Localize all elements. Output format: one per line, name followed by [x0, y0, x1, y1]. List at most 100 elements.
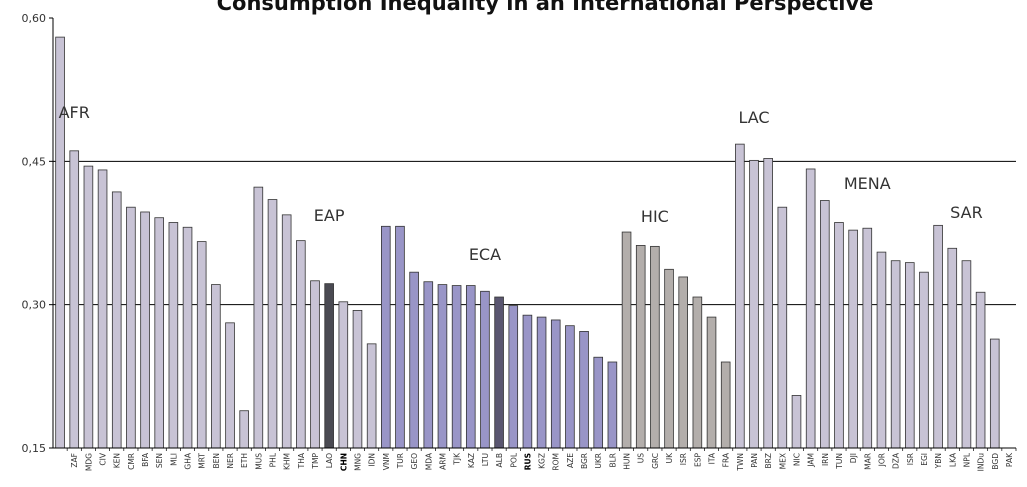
x-tick-label: MRT — [198, 453, 207, 469]
x-tick-label: MEX — [778, 453, 787, 469]
bar-GHA — [182, 226, 193, 449]
bar-NIC — [791, 395, 802, 449]
bar-FRA — [720, 361, 731, 449]
x-tick-label: INDu — [977, 453, 986, 472]
bar-ALB — [494, 296, 504, 449]
bar-TUR — [395, 225, 405, 449]
x-tick-label: FRA — [722, 452, 731, 467]
bar-PHL — [267, 199, 278, 449]
bar-TWN — [735, 143, 745, 449]
bar-VNM — [381, 225, 391, 449]
bar-GRC — [650, 245, 660, 449]
region-label-eca: ECA — [469, 245, 501, 264]
region-label-sar: SAR — [950, 203, 983, 222]
bar-CIV — [97, 169, 108, 449]
x-tick-label: MDA — [424, 452, 433, 470]
bar-IRN — [820, 200, 830, 449]
region-label-eap: EAP — [314, 206, 345, 225]
bar-ESP — [692, 296, 703, 449]
bar-MNG — [352, 309, 363, 449]
x-tick-label: TMP — [311, 453, 320, 470]
region-label-mena: MENA — [844, 174, 891, 193]
bar-MEX — [777, 206, 788, 449]
bar-ITA — [706, 316, 717, 449]
x-tick-label: ALB — [495, 453, 504, 467]
x-tick-label: BGR — [580, 453, 589, 469]
x-tick-label: HUN — [623, 453, 632, 470]
bar-DZA — [890, 260, 901, 449]
x-tick-label: NPL — [962, 452, 971, 467]
x-tick-label: CMR — [127, 453, 136, 470]
x-tick-label: ROM — [552, 453, 561, 471]
x-tick-label: NIC — [792, 453, 801, 466]
bar-MDG — [83, 165, 94, 449]
bar-AZE — [565, 325, 575, 449]
bar-NER — [225, 322, 235, 449]
x-tick-label: IRN — [821, 453, 830, 466]
x-tick-label: BLR — [608, 453, 617, 468]
bar-IDN — [366, 343, 377, 449]
x-tick-label: LKA — [948, 452, 957, 467]
x-tick-label: US — [637, 453, 646, 463]
bar-INDu — [975, 291, 986, 449]
x-tick-label: LTU — [481, 453, 490, 466]
bar-KGZ — [536, 316, 547, 449]
x-tick-label: MLI — [169, 453, 178, 466]
x-tick-label: MNG — [353, 453, 362, 471]
x-tick-label: MUS — [254, 453, 263, 470]
x-tick-label: PAK — [1005, 452, 1014, 467]
bar-MLI — [168, 222, 179, 449]
bar-YBN — [933, 224, 943, 449]
x-tick-label: TWN — [736, 453, 745, 472]
bar-MAR — [862, 227, 873, 449]
bars — [55, 36, 1017, 451]
y-tick-labels: 0,15 0,30 0,45 0,60 — [22, 12, 53, 455]
bar-BEN — [211, 284, 221, 449]
x-tick-label: TUN — [835, 453, 844, 470]
region-label-afr: AFR — [59, 103, 90, 122]
x-tick-label: GEO — [410, 453, 419, 470]
bar-UK — [664, 268, 674, 449]
y-tick-label: 0,30 — [22, 299, 47, 312]
bar-BFA — [140, 211, 150, 449]
bar-BGD — [989, 338, 1000, 449]
x-tick-labels: ZAF MDG CIV KEN CMR BFA SEN MLI GHA MRT BEN NER ETH M… — [70, 452, 1014, 472]
bar-TMP — [310, 280, 320, 449]
bar-TJK — [451, 285, 462, 449]
x-tick-label: TUR — [396, 453, 405, 469]
axes — [52, 18, 1016, 449]
x-tick-label: UK — [665, 452, 674, 463]
bar-BLR — [607, 361, 618, 449]
bar-JOR — [876, 251, 887, 449]
y-tick-label: 0,15 — [22, 442, 47, 455]
x-tick-label: POL — [509, 452, 518, 467]
bar-MUS — [253, 186, 264, 449]
x-tick-label: EGI — [920, 453, 929, 466]
chart-title: Consumption Inequality in an Internation… — [217, 0, 874, 15]
x-tick-label: KHM — [283, 453, 292, 470]
bar-BGR — [579, 331, 589, 449]
x-tick-label: ETH — [240, 453, 249, 468]
bar-ETH — [239, 410, 249, 449]
x-tick-label: ISR — [679, 453, 688, 465]
bar-ARM — [437, 284, 448, 449]
x-tick-label: BEN — [212, 453, 221, 469]
x-tick-label: PHL — [269, 452, 278, 467]
x-tick-label: MAR — [863, 453, 872, 470]
bar-KAZ — [465, 285, 476, 449]
x-tick-label: ISR — [906, 453, 915, 465]
bar-HUN — [621, 231, 632, 449]
x-tick-label: GRC — [651, 453, 660, 469]
x-tick-label: IDN — [368, 453, 377, 467]
y-tick-label: 0,45 — [22, 155, 47, 168]
region-label-hic: HIC — [641, 207, 669, 226]
bar-ZAF — [69, 150, 80, 449]
x-tick-label: RUS — [523, 453, 532, 470]
bar-PAN — [749, 159, 759, 449]
bar-NPL — [961, 260, 972, 449]
bar-MRT — [196, 241, 207, 449]
x-tick-label: DJI — [849, 453, 858, 463]
bar-RUS — [522, 314, 533, 449]
x-tick-label: KAZ — [467, 453, 476, 468]
